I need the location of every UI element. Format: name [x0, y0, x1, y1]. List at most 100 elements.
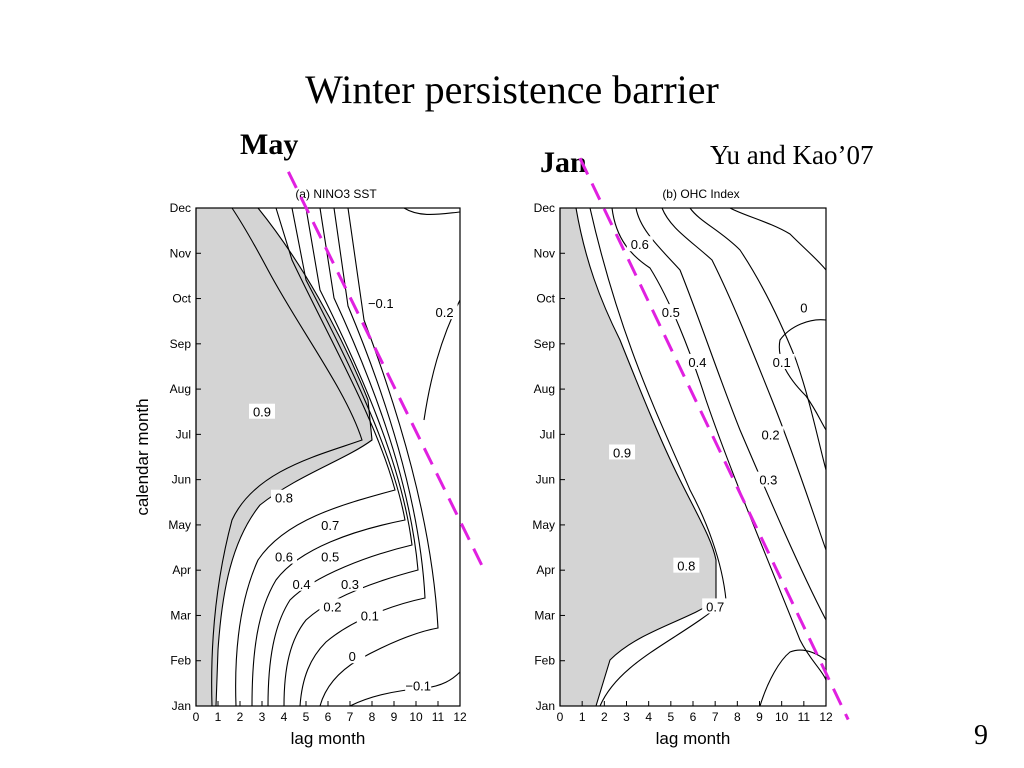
contour-line	[211, 207, 363, 707]
x-tick-label: 7	[347, 710, 354, 724]
contour-label-bg	[249, 403, 275, 419]
x-tick-label: 3	[259, 710, 266, 724]
x-tick-label: 2	[237, 710, 244, 724]
contour-label: 0.9	[253, 405, 271, 420]
contour-line	[267, 207, 413, 707]
x-tick-label: 4	[281, 710, 288, 724]
contour-label-bg	[684, 353, 711, 369]
contour-label: 0.8	[275, 491, 293, 506]
contour-label-bg	[405, 677, 432, 693]
contour-label: 0.1	[361, 608, 379, 623]
contours-panel-b	[559, 207, 827, 707]
x-tick-label: 9	[391, 710, 398, 724]
contour-label: 0.2	[762, 427, 780, 442]
x-tick-label: 10	[409, 710, 423, 724]
contour-label: 0.7	[321, 518, 339, 533]
x-tick-label: 2	[601, 710, 608, 724]
y-axis-label: calendar month	[133, 398, 152, 515]
contour-label-bg	[790, 299, 817, 315]
y-tick-label: May	[168, 518, 191, 532]
contour-label-bg	[271, 489, 297, 505]
x-tick-label: 7	[712, 710, 719, 724]
contour-line	[283, 207, 419, 707]
y-tick-label: Dec	[170, 201, 191, 215]
contour-label-bg	[757, 426, 784, 442]
contour-label: 0.6	[631, 237, 649, 252]
contour-label: 0.8	[677, 559, 695, 574]
x-tick-label: 9	[756, 710, 763, 724]
contour-line	[729, 207, 827, 271]
contour-label-bg	[367, 295, 394, 311]
x-tick-label: 8	[734, 710, 741, 724]
contour-line	[195, 207, 373, 707]
y-tick-label: Jun	[172, 473, 191, 487]
x-tick-label: 5	[667, 710, 674, 724]
y-tick-label: Feb	[534, 654, 555, 668]
contour-line	[235, 207, 396, 707]
contour-label-bg	[609, 444, 636, 460]
contour-label-bg	[317, 548, 344, 564]
contour-line	[319, 207, 439, 707]
contour-label: 0.2	[323, 599, 341, 614]
y-tick-label: Dec	[534, 201, 555, 215]
x-tick-label: 6	[690, 710, 697, 724]
x-tick-label: 8	[369, 710, 376, 724]
contour-label: 0.7	[706, 599, 724, 614]
contour-label-bg	[288, 575, 315, 591]
contour-label-bg	[755, 471, 782, 487]
contour-label-bg	[271, 548, 297, 564]
contour-line	[403, 207, 461, 216]
y-tick-label: Apr	[536, 563, 555, 577]
contour-label: −0.1	[368, 296, 394, 311]
contour-label-bg	[626, 236, 653, 252]
contour-line	[299, 207, 426, 707]
x-tick-label: 5	[303, 710, 310, 724]
x-axis-label: lag month	[291, 729, 366, 748]
panel-title: (a) NINO3 SST	[295, 187, 377, 201]
slide-title: Winter persistence barrier	[305, 67, 719, 112]
y-tick-label: Apr	[172, 563, 191, 577]
y-tick-label: Jan	[172, 699, 191, 713]
y-tick-label: Oct	[172, 292, 191, 306]
contour-label: 0.1	[773, 355, 791, 370]
contour-label: 0	[800, 301, 807, 316]
contour-line	[759, 649, 827, 707]
citation: Yu and Kao’07	[710, 140, 874, 170]
y-tick-label: Jan	[536, 699, 555, 713]
contour-label-bg	[431, 304, 458, 320]
slide-number: 9	[974, 720, 988, 751]
contour-label-bg	[317, 516, 344, 532]
contour-label-bg	[319, 598, 346, 614]
contour-label-bg	[673, 557, 700, 573]
contour-label-bg	[657, 304, 684, 320]
y-tick-label: Aug	[170, 382, 191, 396]
panel-title: (b) OHC Index	[662, 187, 739, 201]
contour-line	[611, 207, 827, 681]
contour-label: 0.5	[321, 550, 339, 565]
y-tick-label: Jul	[176, 427, 191, 441]
x-tick-label: 12	[453, 710, 467, 724]
x-tick-label: 11	[432, 710, 445, 724]
y-tick-label: Jul	[540, 427, 555, 441]
dashed-diagonal-line	[287, 171, 484, 567]
contour-label: 0.3	[341, 577, 359, 592]
x-axis-label: lag month	[656, 729, 731, 748]
contour-line	[689, 207, 827, 471]
contour-label: 0.9	[613, 445, 631, 460]
contour-label: 0.4	[688, 355, 706, 370]
contour-line	[589, 207, 727, 707]
contour-label: 0.3	[759, 473, 777, 488]
contour-line	[778, 319, 827, 431]
y-tick-label: Sep	[534, 337, 556, 351]
contour-line	[661, 207, 827, 551]
y-tick-label: Mar	[534, 608, 555, 622]
x-tick-label: 1	[215, 710, 222, 724]
y-tick-label: Sep	[170, 337, 192, 351]
contour-label: 0	[349, 649, 356, 664]
contour-label: 0.6	[275, 550, 293, 565]
x-tick-label: 10	[775, 710, 789, 724]
x-tick-label: 12	[819, 710, 833, 724]
